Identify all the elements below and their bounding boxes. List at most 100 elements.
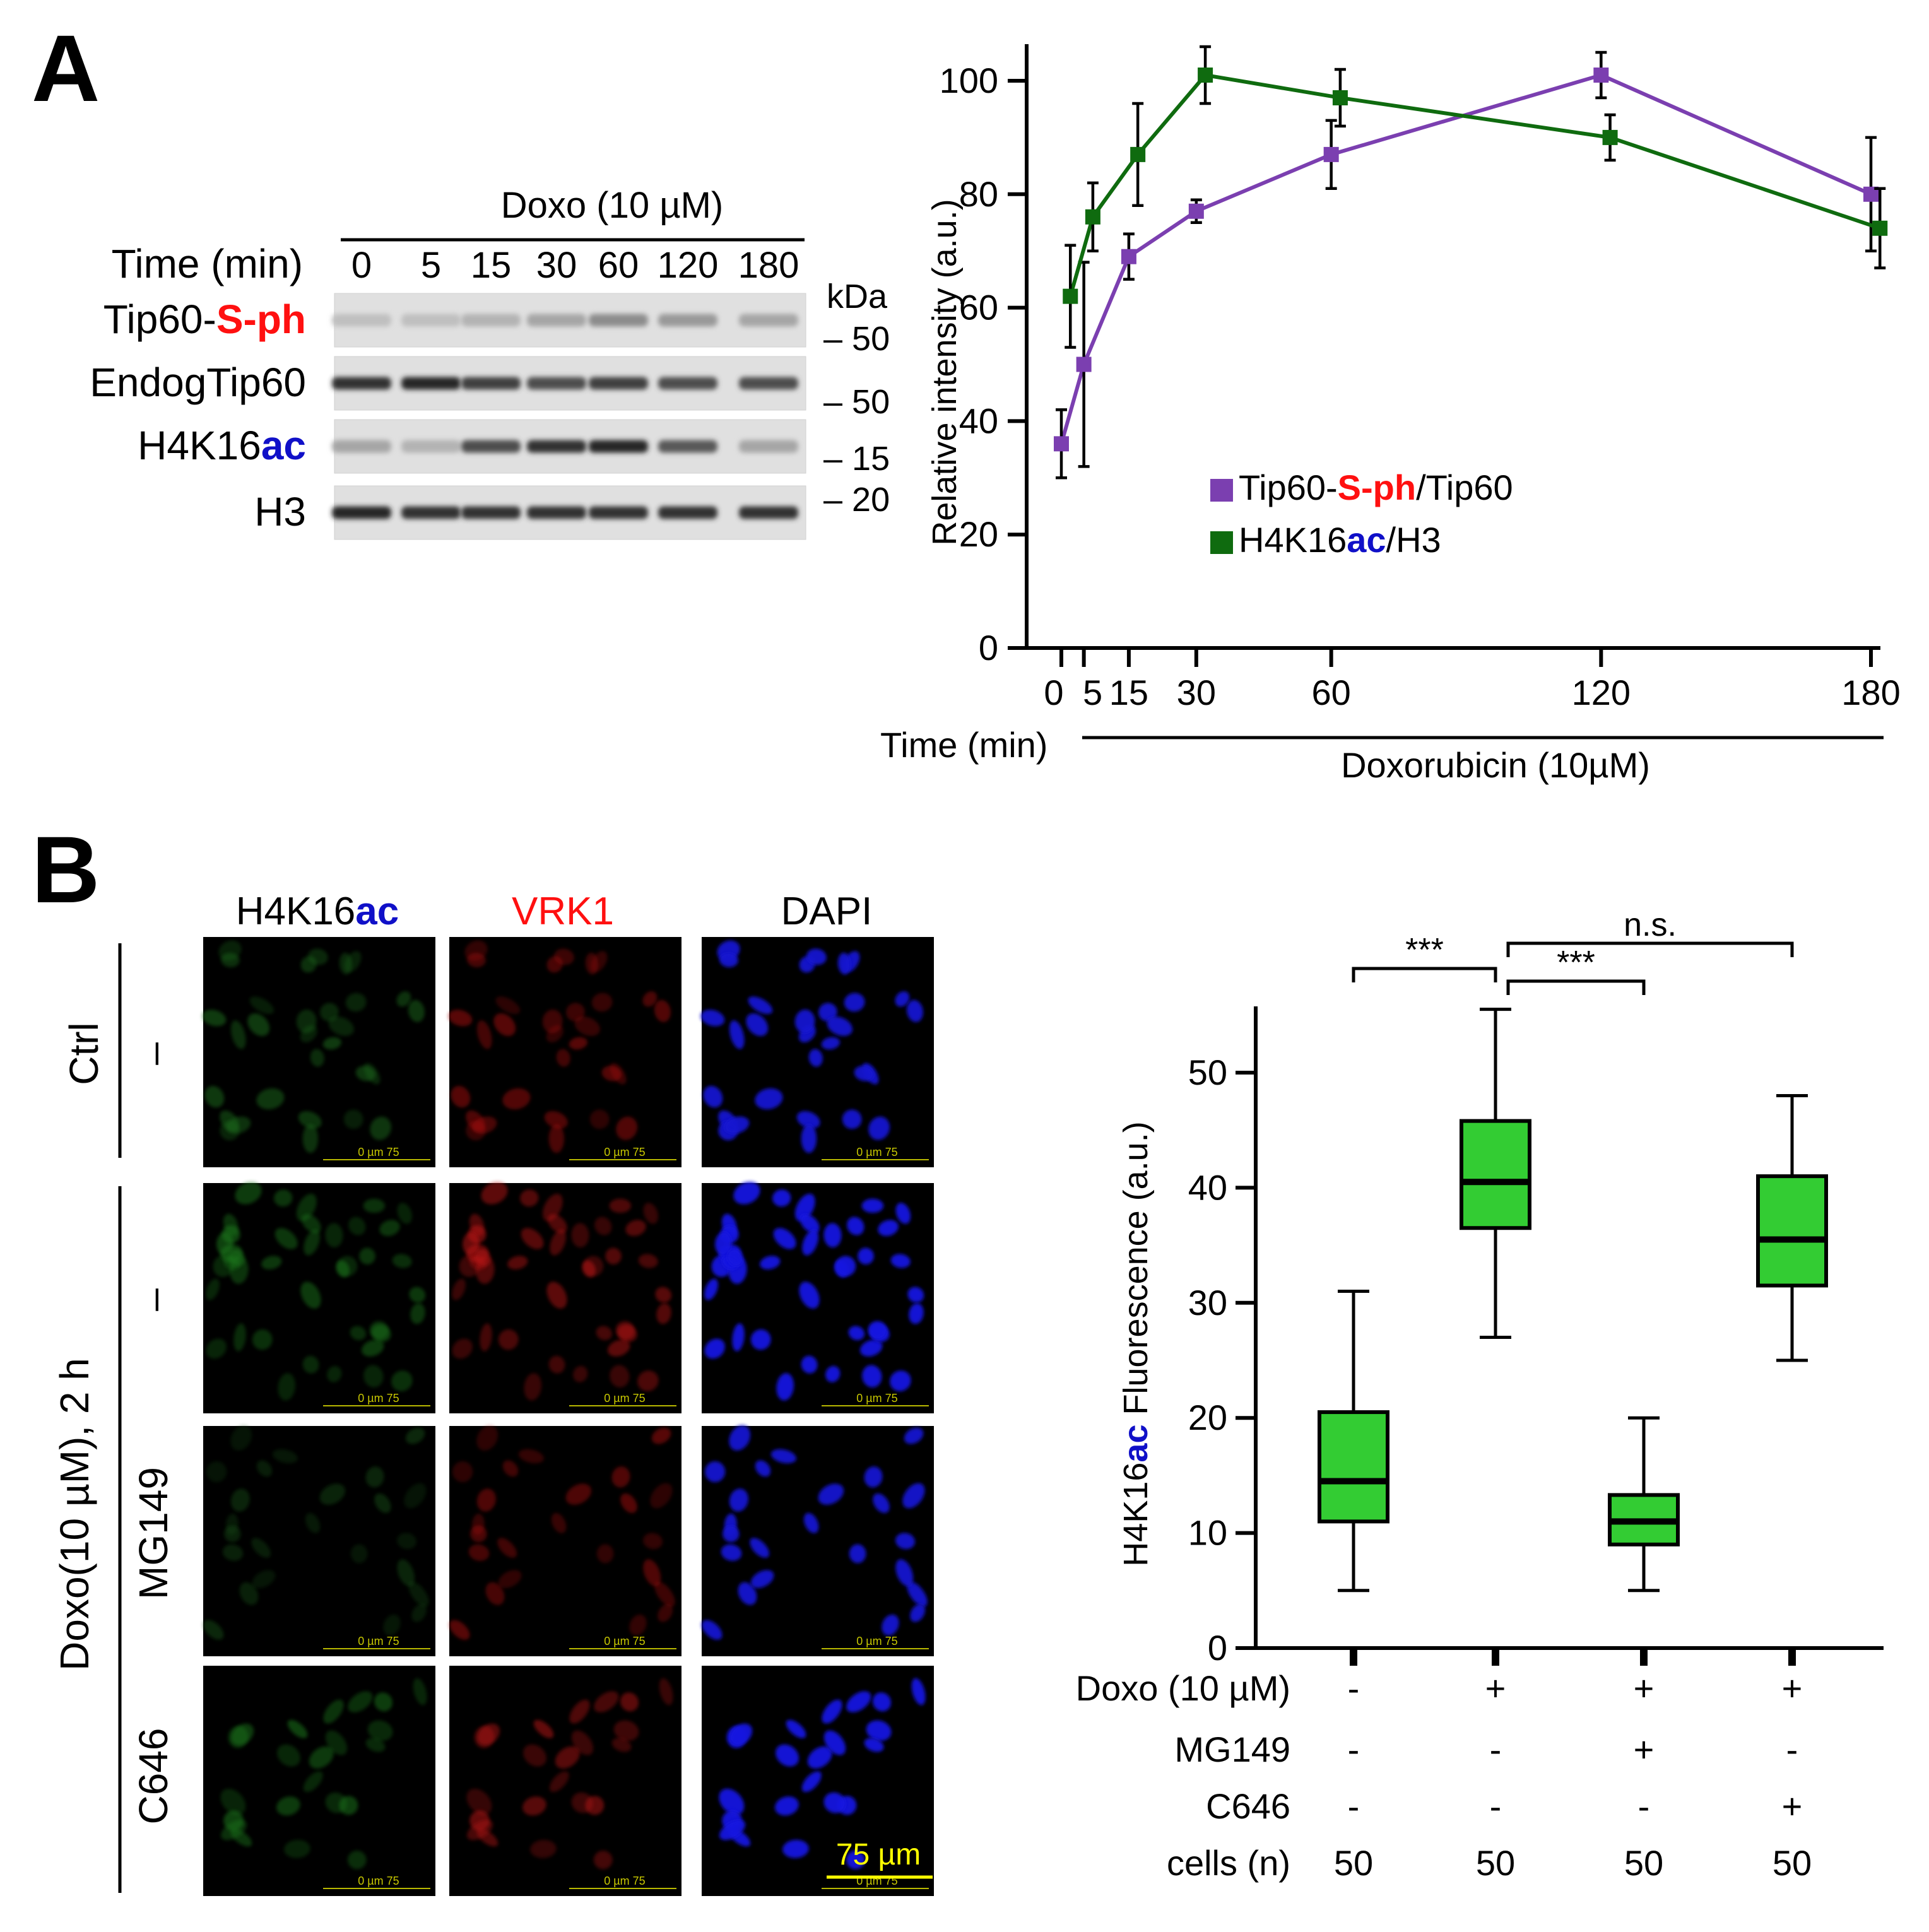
lane-label: 180 xyxy=(738,245,799,286)
mw-marker: – 20 xyxy=(823,481,890,519)
legend-text: H4K16 xyxy=(1239,520,1347,560)
lane-label: 30 xyxy=(536,245,577,286)
line-chart-legend: Tip60-S-ph/Tip60 H4K16ac/H3 xyxy=(1210,468,1513,560)
cell-nucleus xyxy=(818,1003,837,1022)
cell-nucleus xyxy=(284,1839,310,1858)
condition-value: - xyxy=(1348,1729,1360,1769)
blot-band xyxy=(332,314,391,327)
condition-value: + xyxy=(1485,1668,1506,1708)
legend-entry: H4K16ac/H3 xyxy=(1239,520,1441,560)
cell-nucleus xyxy=(872,1692,892,1712)
cell-nucleus xyxy=(601,1066,622,1081)
cell-nucleus xyxy=(466,1788,492,1815)
cell-nucleus xyxy=(476,1020,492,1049)
cell-nucleus xyxy=(361,1340,384,1357)
blot-band xyxy=(461,377,521,390)
x-tick-label: 5 xyxy=(1083,673,1102,712)
cell-nucleus xyxy=(544,1110,568,1129)
kda-title: kDa xyxy=(827,278,888,315)
cell-nucleus xyxy=(374,1692,393,1712)
cell-nucleus xyxy=(548,1124,565,1153)
cell-nucleus xyxy=(202,1010,227,1027)
cell-nucleus xyxy=(895,1559,914,1587)
inset-scale-text: 0 µm 75 xyxy=(604,1875,645,1887)
cell-nucleus xyxy=(392,1254,412,1268)
cell-nucleus xyxy=(571,1792,593,1813)
cell-nucleus xyxy=(231,1723,254,1745)
cell-nucleus xyxy=(230,1488,250,1512)
cell-nucleus xyxy=(729,1488,748,1512)
cell-nucleus xyxy=(642,991,658,1007)
cell-nucleus xyxy=(274,1189,293,1207)
cell-nucleus xyxy=(327,1365,342,1382)
cell-nucleus xyxy=(206,1338,227,1359)
cell-nucleus xyxy=(452,1461,473,1483)
cell-nucleus xyxy=(495,996,521,1015)
x-tick-label: 180 xyxy=(1841,673,1900,712)
cell-nucleus xyxy=(620,1692,639,1712)
cell-nucleus xyxy=(409,1287,426,1303)
significance-bracket xyxy=(1506,941,1794,957)
cell-nucleus xyxy=(251,1538,271,1558)
cell-nucleus xyxy=(794,1009,815,1034)
cell-nucleus xyxy=(370,1116,392,1140)
cell-nucleus xyxy=(524,1373,542,1401)
cell-nucleus xyxy=(363,1198,386,1213)
legend-highlight: ac xyxy=(1347,520,1386,560)
blot-row-label: H3 xyxy=(254,489,306,534)
cell-nucleus xyxy=(498,1570,522,1588)
data-point xyxy=(1076,356,1092,372)
cell-nucleus xyxy=(485,1582,505,1605)
cell-nucleus xyxy=(776,1744,799,1767)
blot-row-label: EndogTip60 xyxy=(90,360,306,405)
lane-label: 15 xyxy=(471,245,512,286)
cell-nucleus xyxy=(480,1323,492,1352)
x-tick-label: 15 xyxy=(1109,673,1148,712)
cell-nucleus xyxy=(554,948,574,965)
cell-nucleus xyxy=(910,1604,926,1622)
micrograph: 0 µm 75 xyxy=(449,1425,681,1656)
cell-nucleus xyxy=(481,1182,508,1205)
data-point xyxy=(1085,209,1100,225)
cell-nucleus xyxy=(611,1738,632,1752)
cell-nucleus xyxy=(226,1116,251,1134)
cell-nucleus xyxy=(574,1016,601,1036)
cell-nucleus xyxy=(864,1466,883,1488)
inset-scale-text: 0 µm 75 xyxy=(604,1392,645,1405)
cell-nucleus xyxy=(397,1203,413,1224)
legend-text: /H3 xyxy=(1386,520,1441,560)
cell-nucleus xyxy=(585,952,598,975)
cell-nucleus xyxy=(383,1614,401,1636)
blot-band xyxy=(401,506,461,519)
condition-value: + xyxy=(1634,1729,1655,1769)
significance-label: *** xyxy=(1557,945,1595,981)
cell-nucleus xyxy=(842,1109,862,1129)
cell-nucleus xyxy=(643,1203,659,1224)
cell-nucleus xyxy=(605,1247,622,1264)
cell-nucleus xyxy=(367,1720,393,1741)
inset-scale-text: 0 µm 75 xyxy=(358,1875,399,1887)
cell-nucleus xyxy=(616,1116,638,1140)
condition-value: 50 xyxy=(1773,1843,1812,1883)
data-point xyxy=(1332,90,1348,105)
cell-nucleus xyxy=(467,953,486,968)
group-label-doxo: Doxo(10 µM), 2 h xyxy=(52,1358,97,1671)
micrograph: 0 µm 75 xyxy=(702,1182,934,1413)
cell-nucleus xyxy=(502,1088,531,1110)
cell-nucleus xyxy=(520,1189,539,1207)
lane-label: 60 xyxy=(598,245,639,286)
mw-marker: – 15 xyxy=(823,440,890,478)
cell-nucleus xyxy=(493,1013,516,1037)
cell-nucleus xyxy=(625,1220,646,1237)
box-plot-axes: 0 10 20 30 40 50 xyxy=(1188,1006,1884,1668)
cell-nucleus xyxy=(463,1232,480,1256)
cell-nucleus xyxy=(566,1003,585,1022)
cell-nucleus xyxy=(637,1370,659,1392)
cell-nucleus xyxy=(703,1086,723,1108)
cell-nucleus xyxy=(895,1203,911,1224)
cell-nucleus xyxy=(821,1037,841,1050)
cell-nucleus xyxy=(556,1049,570,1067)
y-tick-label: 0 xyxy=(1208,1628,1227,1668)
blot-row-label: H4K16ac xyxy=(138,423,306,468)
